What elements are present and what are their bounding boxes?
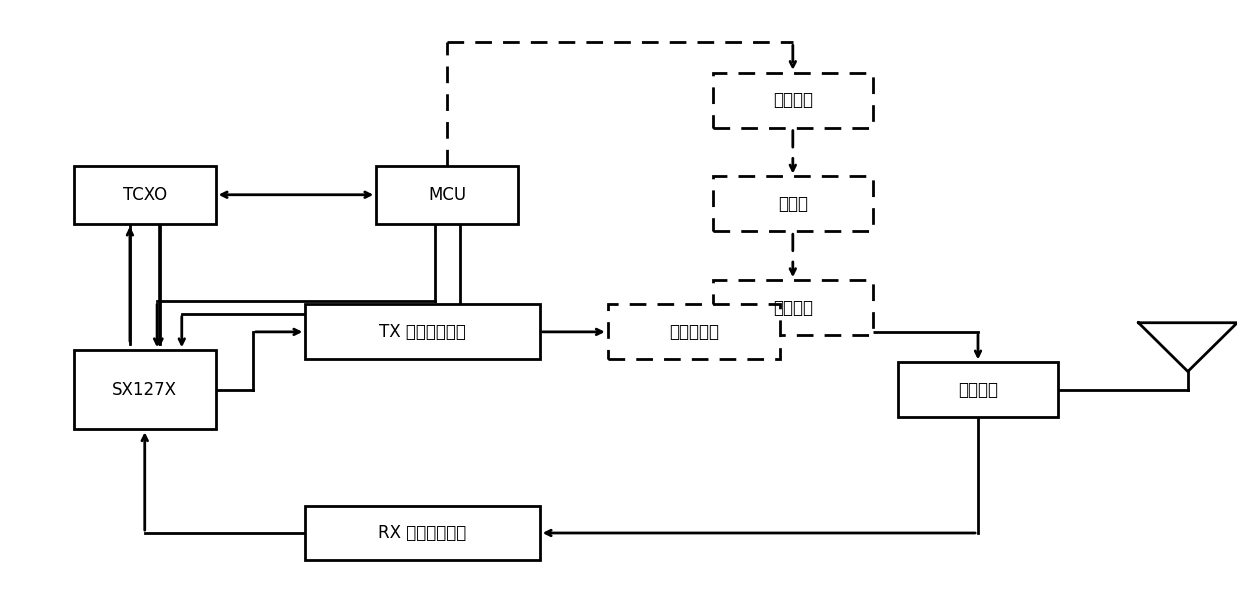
Bar — [898, 362, 1058, 417]
Text: 积分电路: 积分电路 — [773, 91, 813, 109]
Text: RX 阻抗匹配网络: RX 阻抗匹配网络 — [378, 524, 466, 542]
Bar — [305, 304, 539, 359]
Text: 比较器: 比较器 — [777, 195, 807, 213]
Bar — [376, 166, 518, 224]
Bar — [73, 166, 216, 224]
Bar — [608, 304, 780, 359]
Text: SX127X: SX127X — [113, 381, 177, 399]
Bar — [305, 506, 539, 560]
Bar — [713, 280, 873, 335]
Bar — [713, 73, 873, 128]
Bar — [73, 350, 216, 429]
Text: MCU: MCU — [428, 186, 466, 204]
Text: TX 阻抗匹配网络: TX 阻抗匹配网络 — [379, 323, 466, 341]
Text: 功率耦合器: 功率耦合器 — [670, 323, 719, 341]
Text: 检波电路: 检波电路 — [773, 298, 813, 317]
Bar — [713, 177, 873, 231]
Text: 射频前端: 射频前端 — [959, 381, 998, 399]
Polygon shape — [1138, 323, 1238, 371]
Text: TCXO: TCXO — [123, 186, 167, 204]
